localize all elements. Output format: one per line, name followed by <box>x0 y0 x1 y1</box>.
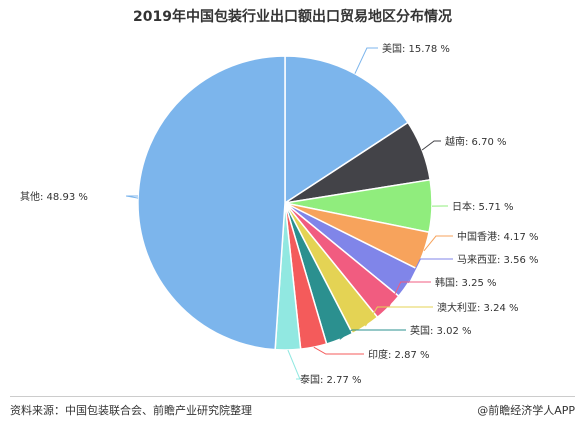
slice-label: 其他: 48.93 % <box>20 190 88 203</box>
label-connector <box>126 195 139 199</box>
label-connector <box>423 235 453 252</box>
label-connector <box>339 329 406 340</box>
slices-layer <box>137 55 433 351</box>
label-connector <box>287 349 301 380</box>
slice-label: 美国: 15.78 % <box>382 42 450 55</box>
pie-slice <box>137 55 286 351</box>
label-connector <box>407 258 453 284</box>
slice-label: 日本: 5.71 % <box>452 200 514 213</box>
pie-chart: 美国: 15.78 % 越南: 6.70 % 日本: 5.71 % 中国香港: 4.1… <box>20 42 539 386</box>
labels-layer: 美国: 15.78 % 越南: 6.70 % 日本: 5.71 % 中国香港: 4.1… <box>20 42 539 386</box>
chart-title: 2019年中国包装行业出口额出口贸易地区分布情况 <box>133 9 452 25</box>
slice-label: 泰国: 2.77 % <box>300 373 362 386</box>
connectors-layer <box>126 47 453 380</box>
source-text: 资料来源：中国包装联合会、前瞻产业研究院整理 <box>10 404 252 417</box>
label-connector <box>364 306 433 327</box>
slice-label: 英国: 3.02 % <box>410 324 472 337</box>
pie-slice <box>284 55 410 205</box>
slice-label: 澳大利亚: 3.24 % <box>437 301 519 314</box>
slice-label: 中国香港: 4.17 % <box>457 230 539 243</box>
label-connector <box>313 346 364 355</box>
slice-label: 韩国: 3.25 % <box>435 276 497 289</box>
label-connector <box>421 140 441 151</box>
brand-text: @前瞻经济学人APP <box>477 404 575 417</box>
label-connector <box>354 47 378 74</box>
slice-label: 越南: 6.70 % <box>445 135 507 148</box>
label-connector <box>388 281 431 308</box>
slice-label: 印度: 2.87 % <box>368 348 430 361</box>
slice-label: 马来西亚: 3.56 % <box>457 254 539 266</box>
footer: 资料来源：中国包装联合会、前瞻产业研究院整理 @前瞻经济学人APP <box>10 396 575 417</box>
